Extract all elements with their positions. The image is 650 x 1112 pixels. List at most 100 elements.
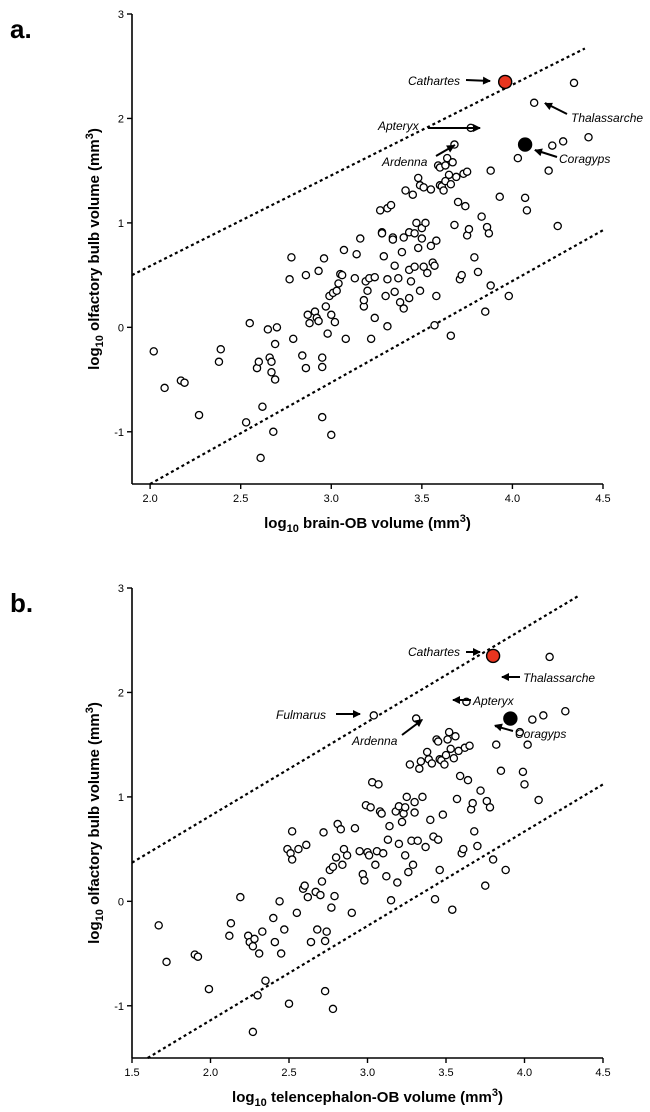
arrow-head [473,648,481,656]
x-tick-label: 3.0 [360,1067,375,1079]
data-point [501,865,510,875]
data-point [430,261,439,270]
data-point [269,427,278,437]
data-point [336,825,346,834]
data-point [413,173,423,183]
data-point [442,153,452,163]
data-point [419,262,428,272]
data-point [236,892,245,902]
data-point [328,862,338,872]
data-point [444,727,454,737]
data-point [350,273,360,283]
data-point [464,224,474,234]
data-point [410,262,419,272]
data-point [477,212,486,221]
data-point [263,325,273,334]
arrow-head [482,76,491,85]
data-point [397,247,407,257]
data-point [394,273,403,283]
data-point [370,272,379,282]
data-point [355,846,364,856]
data-point [331,853,341,862]
data-point [280,925,289,934]
panel-b: b. 1.5 2.0 2.5 3.0 3.5 4.0 4.5 -1 0 1 2 3 log10 telen… [10,583,611,1109]
data-point [438,810,448,819]
data-point [241,418,251,427]
data-point [455,771,465,781]
data-point [529,98,539,108]
arrow-head [473,124,481,132]
data-point [422,747,432,757]
data-point [364,851,374,860]
data-point [452,794,462,804]
y-axis-title: log10 olfactory bulb volume (mm3) [84,702,106,944]
data-point [491,740,501,749]
annotation-coragyps: Coragyps [515,727,566,741]
data-point [405,760,415,769]
data-point [270,339,280,349]
data-point [284,999,294,1008]
data-point [250,934,259,944]
data-point [248,941,258,951]
annotation-thalassarche: Thalassarche [523,671,595,685]
data-point [534,795,543,805]
data-point [313,925,322,934]
arrow-head [353,710,361,718]
data-point [426,185,436,194]
x-tick-label: 2.5 [233,493,248,505]
arrow-head [544,102,553,111]
data-point [457,270,466,280]
data-point [383,322,392,331]
data-point [330,891,339,901]
data-point [369,711,379,720]
data-point [528,715,537,724]
data-point [316,890,325,900]
data-point [584,132,593,142]
data-point [338,860,347,870]
data-point [433,835,443,844]
data-point [366,803,375,812]
data-point [314,316,323,326]
data-point [162,957,171,967]
data-point [363,286,372,296]
data-point [350,823,360,833]
panel-label: a. [10,14,32,44]
data-point [522,206,532,215]
data-point [323,329,332,338]
annotation-cathartes: Cathartes [408,74,460,88]
data-point [317,353,327,362]
data-point [287,827,297,836]
data-point [371,860,380,870]
data-point [408,860,418,870]
data-point [446,744,455,754]
data-point [515,727,525,737]
arrow-head [501,673,509,681]
data-point [520,780,529,789]
data-point [561,706,570,716]
data-point [261,976,270,985]
data-point [558,137,568,146]
data-point [319,828,328,837]
data-point [400,851,410,860]
data-point [444,170,454,180]
panel-a: a. 2.0 2.5 3.0 3.5 4.0 4.5 -1 0 1 2 3 log10 brain-OB… [10,9,643,535]
data-point [216,345,226,354]
x-axis-title: log10 telencephalon-OB volume (mm3) [232,1087,503,1109]
data-point [154,921,163,930]
data-point [287,855,297,864]
data-point [301,363,311,373]
y-tick-label: -1 [114,427,124,439]
data-point [404,293,414,303]
data-point [381,291,390,301]
y-tick-label: 3 [118,583,124,595]
data-point [486,166,495,175]
data-point [410,808,419,817]
x-tick-label: 3.5 [414,493,429,505]
data-point [360,876,369,885]
data-point [321,302,331,311]
data-point [426,241,436,251]
data-point [415,286,425,296]
data-point [226,919,236,928]
data-point [288,334,298,344]
